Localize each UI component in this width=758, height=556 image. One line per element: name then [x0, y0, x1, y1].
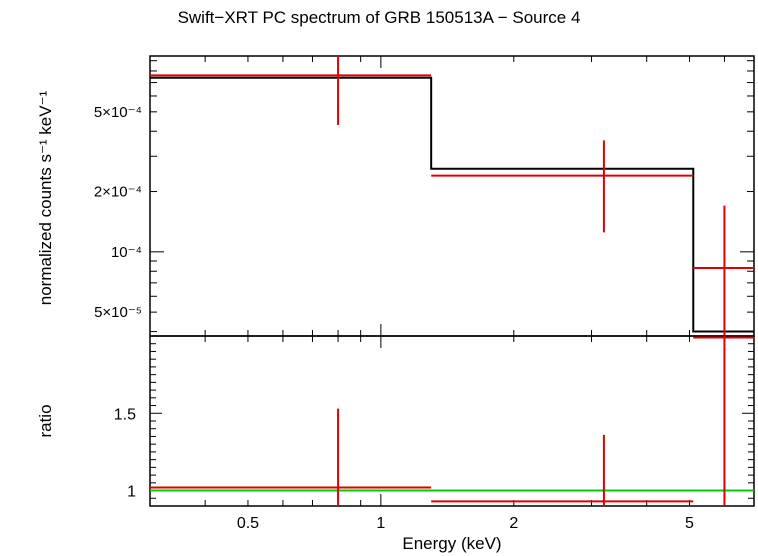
ratio-y-axis-label: ratio	[36, 404, 55, 438]
x-tick-label: 2	[509, 515, 518, 532]
ratio-point	[150, 408, 432, 506]
data-point	[150, 56, 432, 125]
spectrum-frame	[149, 55, 755, 337]
ratio-point	[693, 336, 754, 506]
data-point	[693, 205, 754, 336]
spectrum-y-axis-label: normalized counts s⁻¹ keV⁻¹	[36, 90, 55, 306]
y-tick-label: 1.5	[114, 406, 136, 423]
y-tick-label: 5×10⁻⁵	[94, 304, 142, 321]
ratio-point	[431, 434, 694, 506]
y-tick-label: 2×10⁻⁴	[94, 184, 142, 201]
y-tick-label: 10⁻⁴	[111, 244, 142, 261]
chart-title: Swift−XRT PC spectrum of GRB 150513A − S…	[177, 8, 581, 27]
x-tick-label: 1	[376, 515, 385, 532]
x-axis-label: Energy (keV)	[402, 534, 502, 553]
x-tick-label: 0.5	[237, 515, 259, 532]
y-tick-label: 1	[127, 484, 136, 501]
spectrum-panel: 5×10⁻⁴ 2×10⁻⁴ 10⁻⁴ 5×10⁻⁵	[94, 55, 755, 337]
y-tick-label: 5×10⁻⁴	[94, 104, 142, 121]
ratio-frame	[149, 335, 755, 507]
data-point	[431, 140, 694, 233]
model-step-line	[150, 76, 754, 333]
x-tick-label: 5	[685, 515, 694, 532]
ratio-panel: 0.5 1 2 5 1.5 1	[114, 335, 755, 532]
